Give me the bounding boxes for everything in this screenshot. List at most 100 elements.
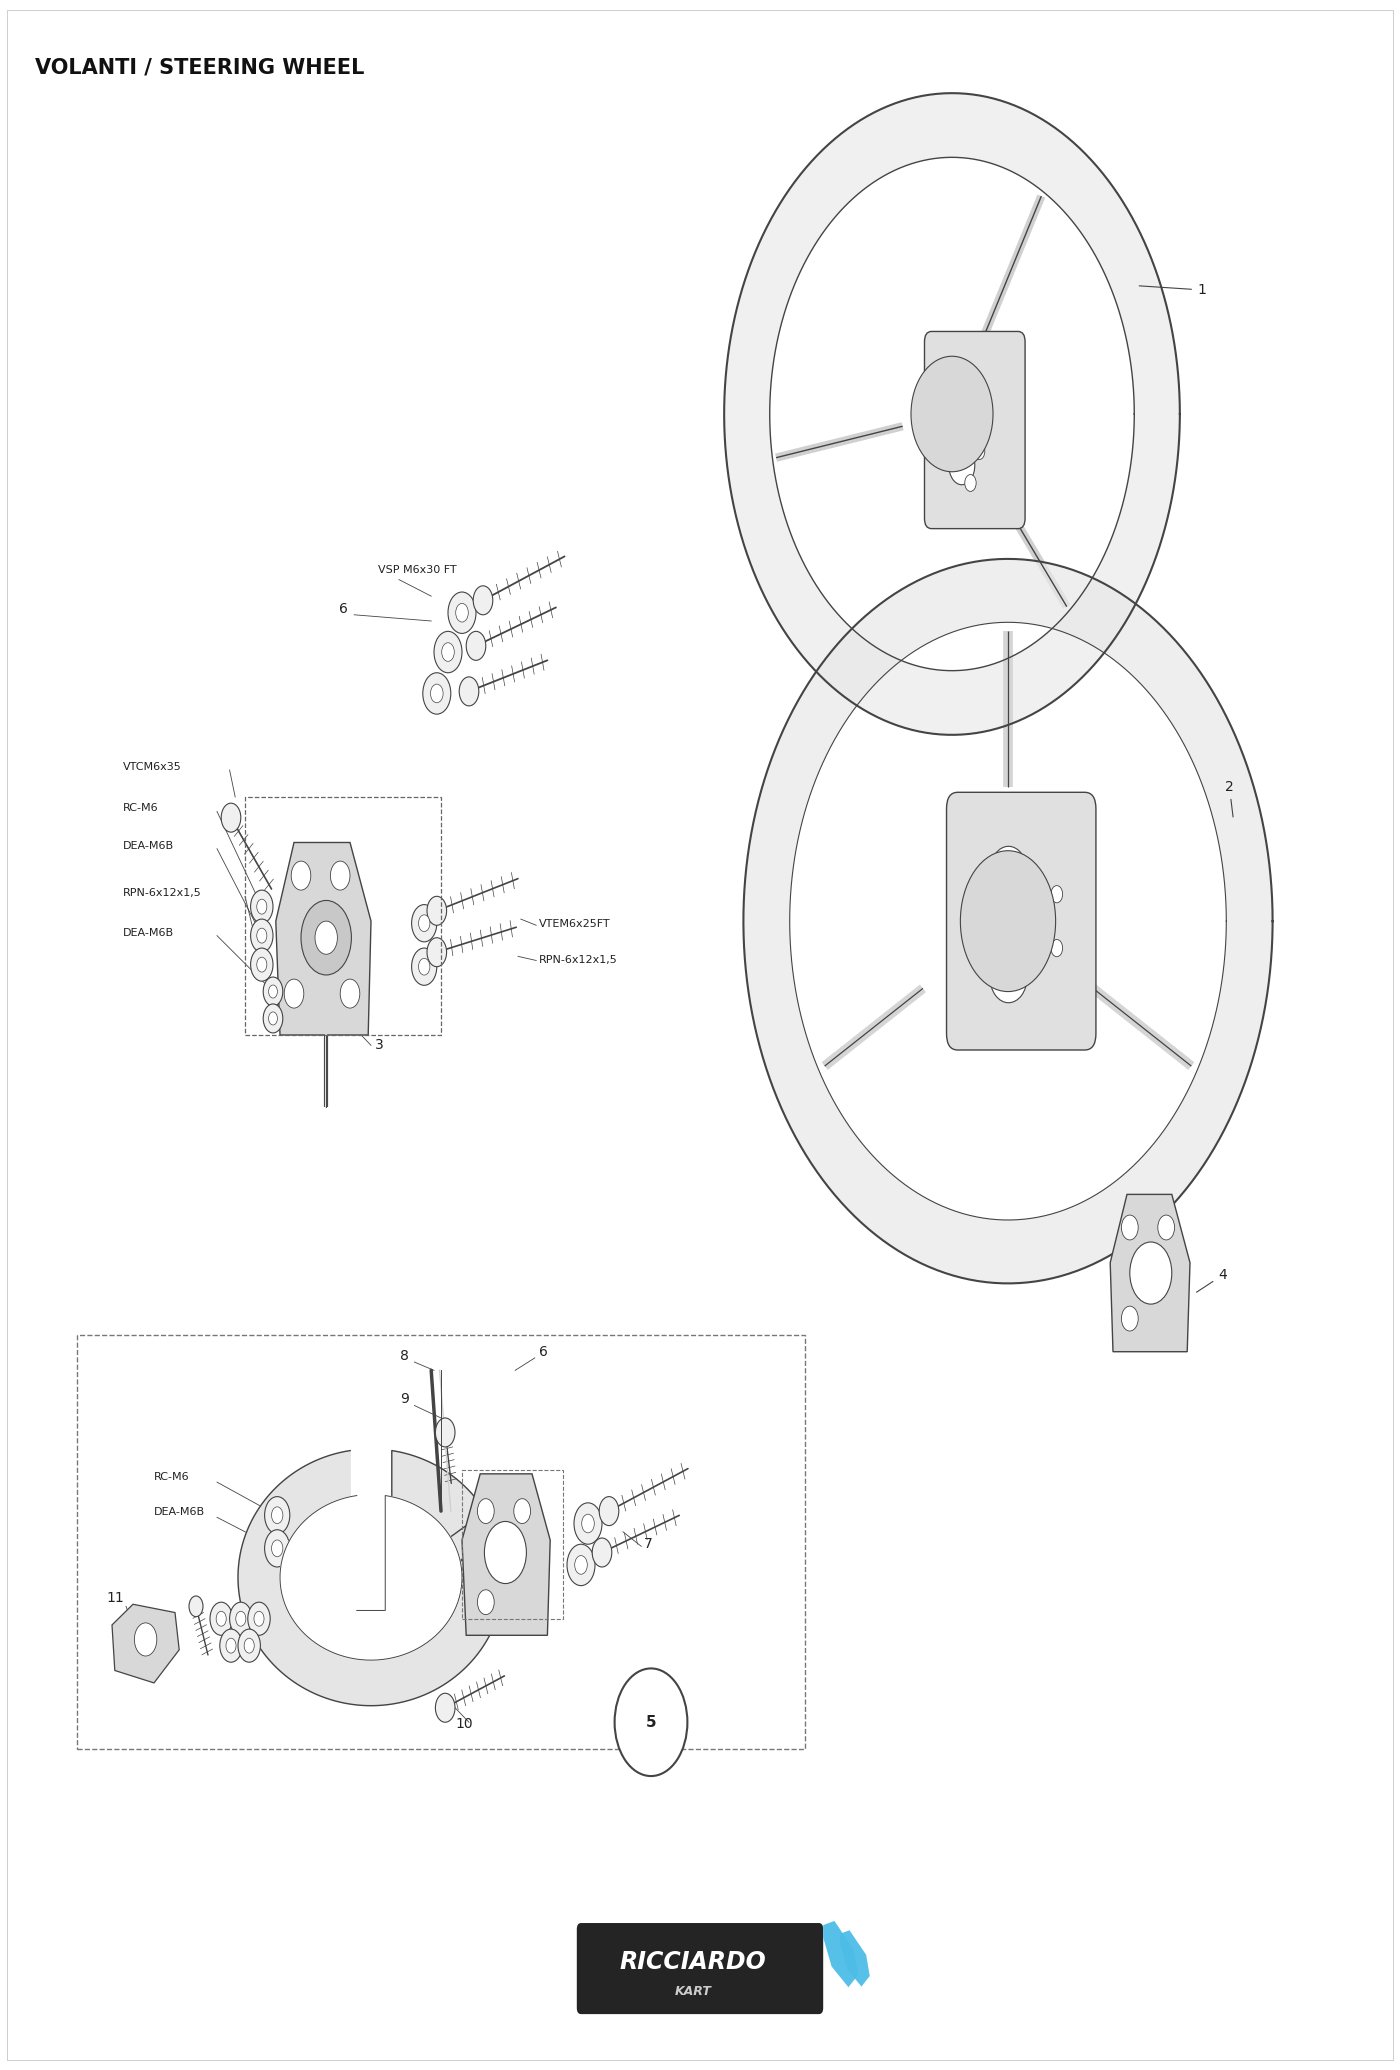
Text: 11: 11	[106, 1592, 125, 1604]
Circle shape	[456, 604, 468, 623]
Circle shape	[1121, 1215, 1138, 1240]
Polygon shape	[280, 1495, 462, 1660]
Ellipse shape	[951, 364, 981, 408]
Circle shape	[256, 956, 267, 973]
Circle shape	[291, 861, 311, 890]
Polygon shape	[743, 559, 1273, 1283]
Circle shape	[256, 927, 267, 944]
Text: 1: 1	[1140, 284, 1205, 296]
Text: 6: 6	[339, 602, 347, 615]
Circle shape	[965, 474, 976, 491]
FancyBboxPatch shape	[946, 793, 1096, 1049]
Polygon shape	[462, 1474, 550, 1635]
Text: 10: 10	[455, 1718, 473, 1731]
Circle shape	[574, 1503, 602, 1544]
Circle shape	[427, 938, 447, 967]
Circle shape	[412, 948, 437, 985]
Ellipse shape	[911, 356, 993, 472]
Text: RC-M6: RC-M6	[123, 803, 158, 814]
Text: RC-M6: RC-M6	[154, 1472, 189, 1482]
Circle shape	[220, 1629, 242, 1662]
Circle shape	[1130, 1242, 1172, 1304]
Polygon shape	[112, 1604, 179, 1683]
Circle shape	[272, 1540, 283, 1557]
Circle shape	[265, 1497, 290, 1534]
Ellipse shape	[990, 952, 1028, 1002]
Text: 9: 9	[400, 1393, 409, 1406]
Circle shape	[477, 1590, 494, 1615]
Text: 2: 2	[1225, 780, 1233, 818]
Polygon shape	[840, 1929, 869, 1987]
Bar	[245, 797, 441, 1035]
Text: KART: KART	[675, 1985, 711, 1998]
Circle shape	[251, 919, 273, 952]
Text: VOLANTI / STEERING WHEEL: VOLANTI / STEERING WHEEL	[35, 58, 364, 79]
Circle shape	[1023, 938, 1032, 950]
Circle shape	[210, 1602, 232, 1635]
Circle shape	[272, 1507, 283, 1524]
Bar	[462, 1470, 563, 1619]
Text: 4: 4	[1197, 1269, 1226, 1292]
Text: DEA-M6B: DEA-M6B	[154, 1507, 206, 1517]
Circle shape	[412, 905, 437, 942]
Circle shape	[484, 1521, 526, 1584]
Circle shape	[216, 1610, 227, 1627]
Circle shape	[1051, 886, 1063, 903]
Text: VSP M6x30 FT: VSP M6x30 FT	[378, 565, 456, 575]
Circle shape	[575, 1557, 588, 1573]
Circle shape	[973, 443, 984, 460]
Circle shape	[435, 1418, 455, 1447]
Circle shape	[248, 1602, 270, 1635]
Circle shape	[1051, 940, 1063, 956]
Circle shape	[960, 851, 1056, 992]
Circle shape	[442, 642, 454, 662]
Circle shape	[419, 915, 430, 932]
Circle shape	[221, 803, 241, 832]
Text: 6: 6	[539, 1346, 547, 1358]
Circle shape	[423, 673, 451, 714]
Circle shape	[330, 861, 350, 890]
Text: DEA-M6B: DEA-M6B	[123, 840, 175, 851]
Circle shape	[244, 1637, 255, 1654]
Circle shape	[1023, 892, 1032, 905]
Text: VTEM6x25FT: VTEM6x25FT	[539, 919, 610, 929]
Text: 3: 3	[375, 1039, 384, 1052]
Polygon shape	[276, 842, 371, 1035]
Circle shape	[434, 631, 462, 673]
Circle shape	[582, 1515, 594, 1532]
Circle shape	[435, 1693, 455, 1722]
Text: DEA-M6B: DEA-M6B	[123, 927, 175, 938]
Circle shape	[284, 979, 304, 1008]
Circle shape	[592, 1538, 612, 1567]
Circle shape	[567, 1544, 595, 1586]
Ellipse shape	[949, 445, 974, 484]
Text: VTCM6x35: VTCM6x35	[123, 762, 182, 772]
Circle shape	[340, 979, 360, 1008]
Circle shape	[599, 1497, 619, 1526]
Circle shape	[514, 1499, 531, 1524]
Text: RPN-6x12x1,5: RPN-6x12x1,5	[123, 888, 202, 898]
FancyBboxPatch shape	[577, 1923, 823, 2014]
Text: 7: 7	[644, 1538, 652, 1550]
Circle shape	[459, 677, 479, 706]
Polygon shape	[724, 93, 1180, 735]
Circle shape	[263, 977, 283, 1006]
Circle shape	[301, 900, 351, 975]
Circle shape	[251, 948, 273, 981]
Circle shape	[238, 1629, 260, 1662]
Circle shape	[1121, 1306, 1138, 1331]
Polygon shape	[1110, 1194, 1190, 1352]
Circle shape	[473, 586, 493, 615]
Circle shape	[977, 408, 990, 424]
Bar	[77, 1335, 805, 1749]
Circle shape	[265, 1530, 290, 1567]
Circle shape	[253, 1610, 265, 1627]
Circle shape	[448, 592, 476, 633]
Circle shape	[189, 1596, 203, 1617]
Circle shape	[269, 985, 277, 998]
Circle shape	[256, 898, 267, 915]
Circle shape	[230, 1602, 252, 1635]
Circle shape	[134, 1623, 157, 1656]
Circle shape	[419, 958, 430, 975]
Text: RPN-6x12x1,5: RPN-6x12x1,5	[539, 954, 617, 965]
